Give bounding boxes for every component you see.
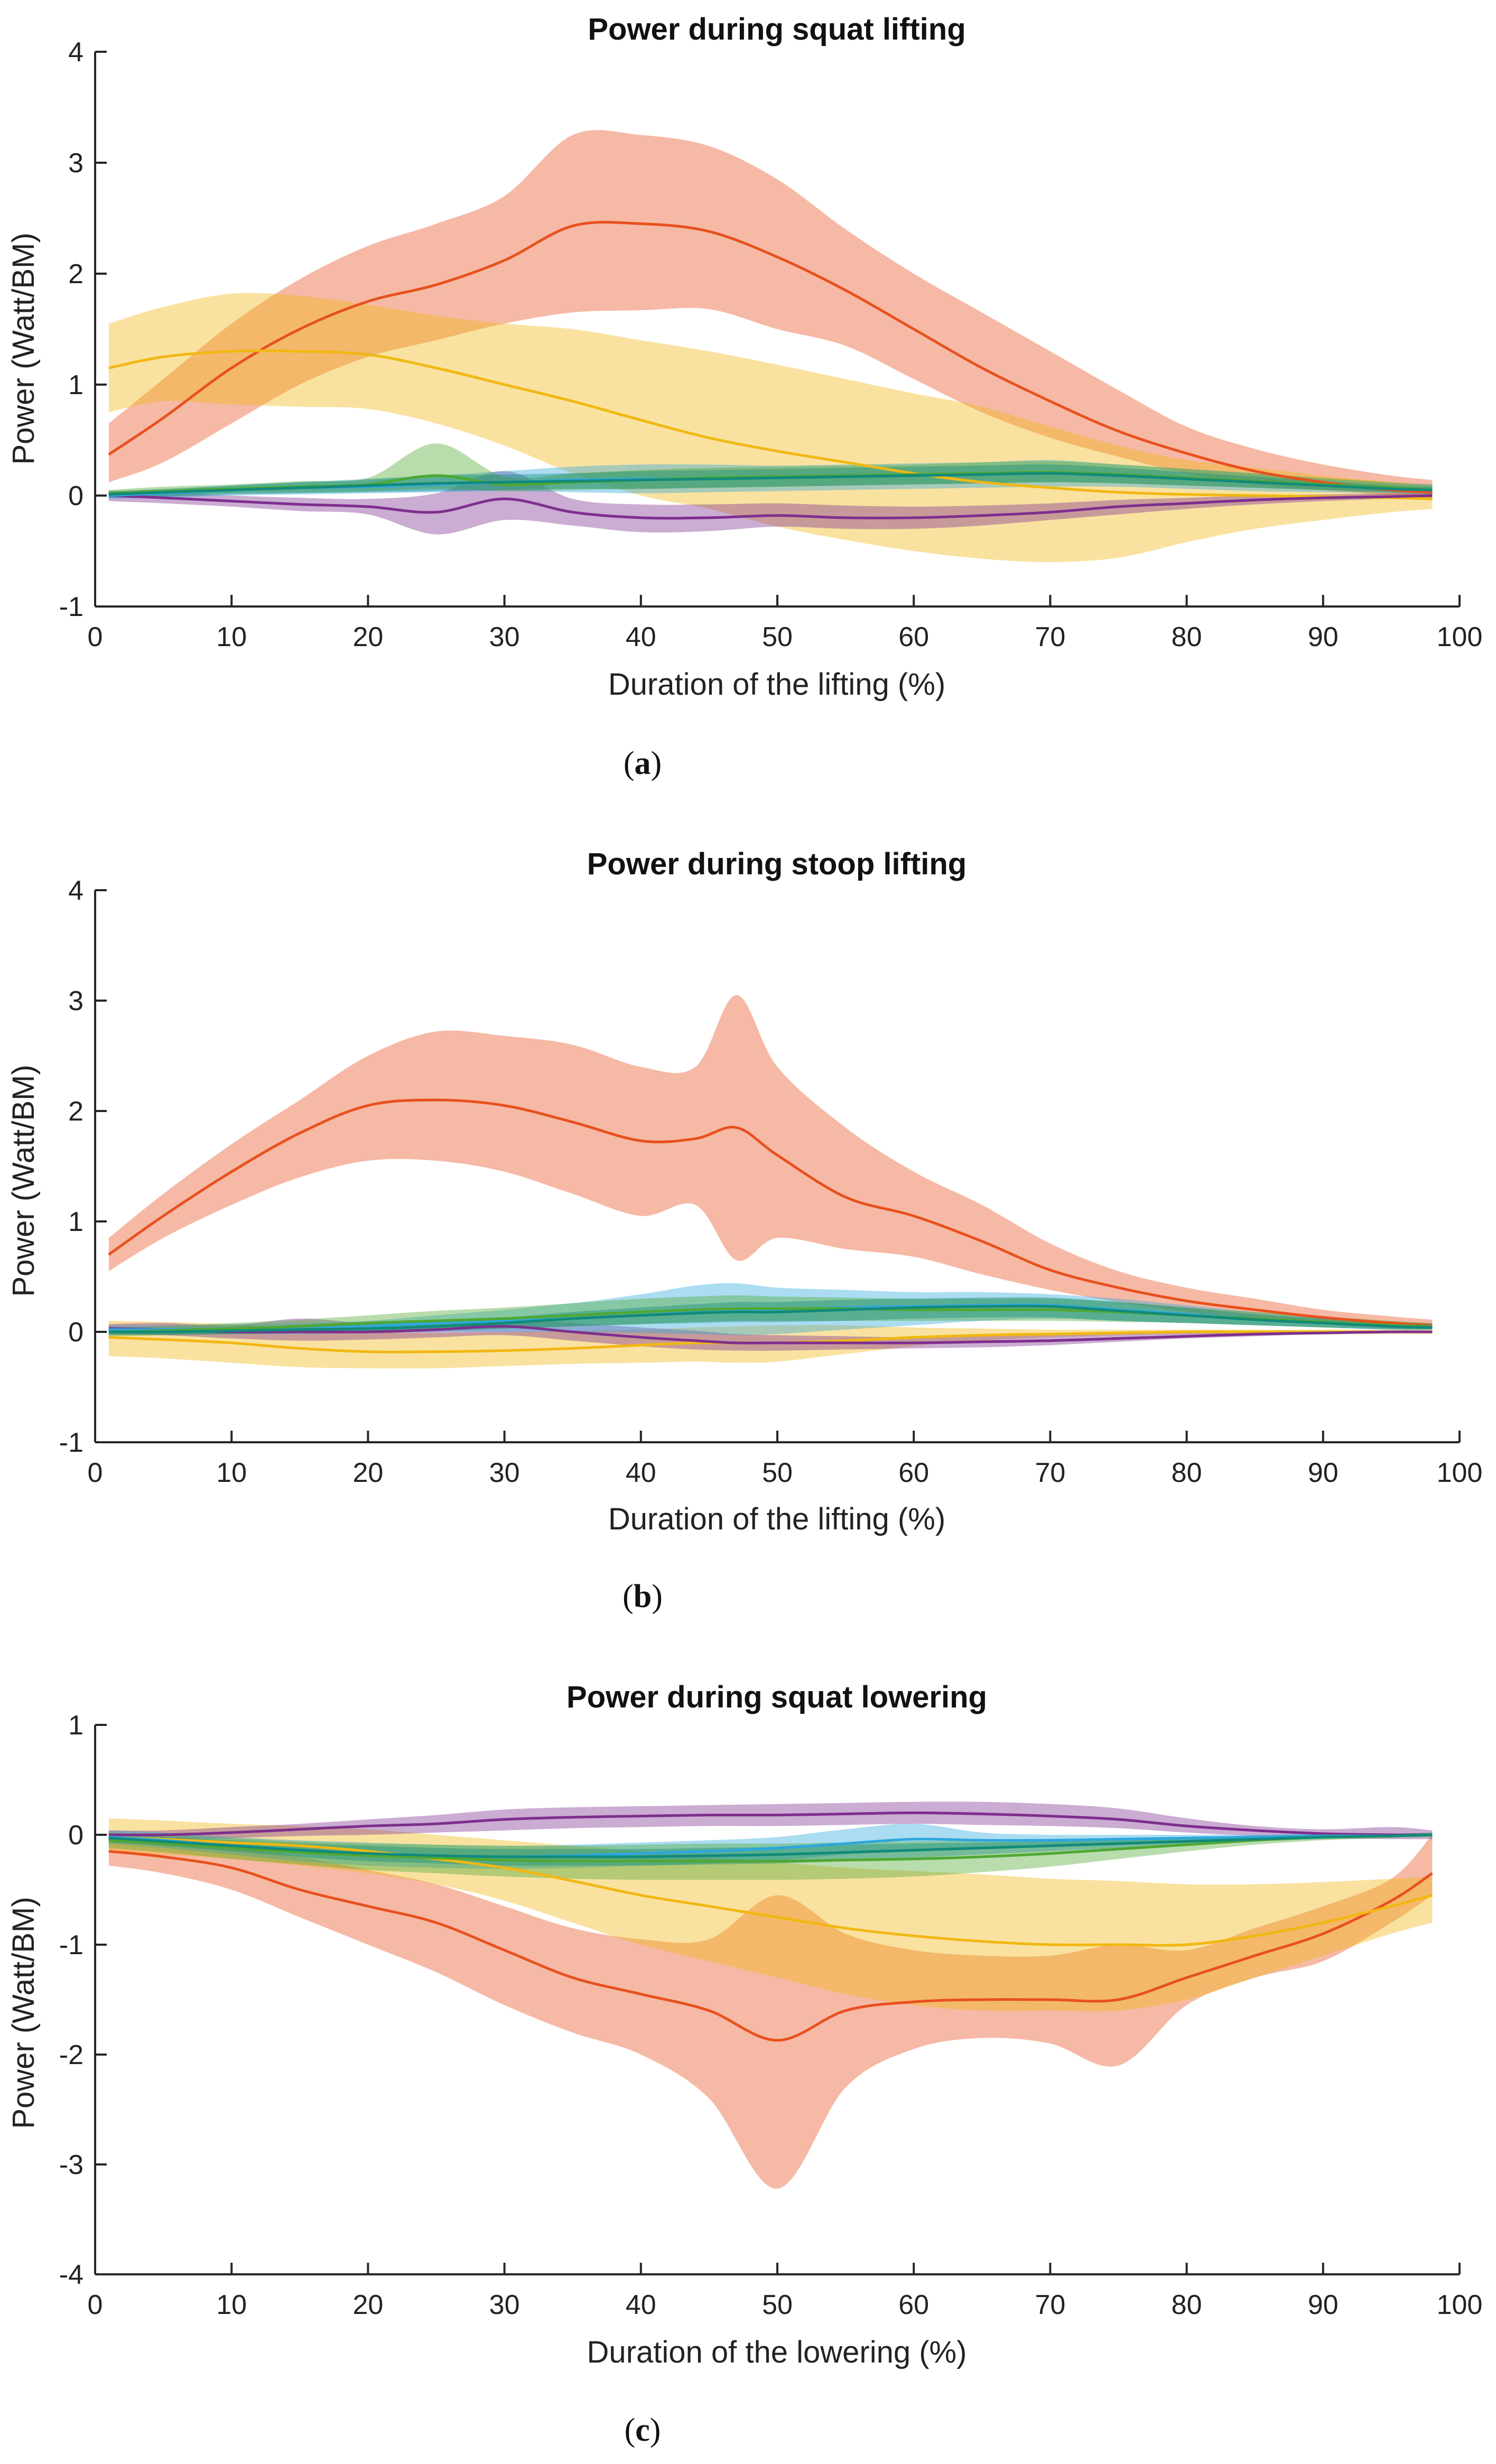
y-tick-label: 1 xyxy=(68,1710,83,1741)
band-purple xyxy=(108,1802,1433,1840)
y-tick-label: 0 xyxy=(68,1820,83,1851)
chart-title: Power during stoop lifting xyxy=(587,847,967,881)
y-tick-label: 4 xyxy=(68,875,83,906)
panel-caption: (c) xyxy=(625,2412,661,2448)
x-tick-label: 90 xyxy=(1308,622,1339,652)
series-line-red xyxy=(108,1850,1433,2042)
x-tick-label: 80 xyxy=(1172,1458,1202,1488)
y-tick-label: 2 xyxy=(68,1096,83,1127)
x-tick-label: 30 xyxy=(489,1458,520,1488)
y-tick-label: -2 xyxy=(59,2040,83,2070)
y-tick-label: -3 xyxy=(59,2150,83,2180)
x-tick-label: 10 xyxy=(216,1458,247,1488)
x-tick-label: 0 xyxy=(88,1458,103,1488)
y-tick-label: -4 xyxy=(59,2260,83,2290)
band-purple xyxy=(108,471,1433,535)
x-tick-label: 20 xyxy=(352,2290,383,2320)
x-axis-label: Duration of the lowering (%) xyxy=(587,2335,967,2369)
x-tick-label: 70 xyxy=(1035,1458,1065,1488)
y-tick-label: 4 xyxy=(68,37,83,68)
chart-panel-c: Power during squat lowering 0 10 20 30 40 50 6… xyxy=(6,1680,1482,2448)
x-tick-label: 60 xyxy=(898,2290,929,2320)
x-tick-label: 70 xyxy=(1035,622,1065,652)
y-tick-label: 3 xyxy=(68,986,83,1016)
y-tick-label: 0 xyxy=(68,481,83,511)
x-tick-label: 100 xyxy=(1437,1458,1483,1488)
series-line-teal xyxy=(108,1304,1433,1333)
panel-caption: (a) xyxy=(624,745,662,781)
band-red xyxy=(108,130,1433,499)
x-tick-label: 80 xyxy=(1172,2290,1202,2320)
band-red xyxy=(108,995,1433,1330)
chart-title: Power during squat lifting xyxy=(588,12,965,46)
x-axis-label: Duration of the lifting (%) xyxy=(608,1502,945,1536)
x-tick-label: 40 xyxy=(626,2290,656,2320)
chart-panel-b: Power during stoop lifting 0 10 20 30 40 50 60… xyxy=(6,847,1482,1614)
series-line-yellow xyxy=(108,349,1433,500)
x-tick-label: 70 xyxy=(1035,2290,1065,2320)
series-line-teal xyxy=(108,472,1433,496)
series-line-red xyxy=(108,1098,1433,1327)
x-tick-label: 80 xyxy=(1172,622,1202,652)
x-tick-label: 0 xyxy=(88,2290,103,2320)
y-tick-label: -1 xyxy=(59,592,83,622)
y-axis-label: Power (Watt/BM) xyxy=(6,1897,41,2129)
x-tick-label: 30 xyxy=(489,2290,520,2320)
chart-panel-a: Power during squat lifting 0 10 20 30 40 50 60… xyxy=(6,12,1482,781)
y-tick-label: -1 xyxy=(59,1930,83,1961)
y-tick-label: 1 xyxy=(68,370,83,400)
y-tick-label: 2 xyxy=(68,259,83,290)
x-tick-label: 40 xyxy=(626,1458,656,1488)
plot-area: 0 10 20 30 40 50 60 70 80 90 100 -4 -3 -2 -1 0 1 xyxy=(59,1710,1483,2320)
x-axis-label: Duration of the lifting (%) xyxy=(608,667,945,702)
band-yellow xyxy=(108,293,1433,563)
series-line-yellow xyxy=(108,1835,1433,1947)
x-tick-label: 20 xyxy=(352,622,383,652)
x-tick-label: 100 xyxy=(1437,622,1483,652)
x-tick-label: 30 xyxy=(489,622,520,652)
x-tick-label: 10 xyxy=(216,2290,247,2320)
x-tick-label: 100 xyxy=(1437,2290,1483,2320)
x-tick-label: 90 xyxy=(1308,1458,1339,1488)
chart-title: Power during squat lowering xyxy=(566,1680,987,1714)
series-line-green xyxy=(108,1833,1433,1863)
x-tick-label: 0 xyxy=(88,622,103,652)
y-tick-label: 1 xyxy=(68,1207,83,1237)
x-tick-label: 90 xyxy=(1308,2290,1339,2320)
series-line-teal xyxy=(108,1833,1433,1859)
x-tick-label: 10 xyxy=(216,622,247,652)
series-line-purple xyxy=(108,494,1433,520)
series-line-purple xyxy=(108,1325,1433,1345)
band-blue xyxy=(108,460,1433,499)
x-tick-label: 50 xyxy=(762,1458,793,1488)
x-tick-label: 40 xyxy=(626,622,656,652)
series-line-red xyxy=(108,221,1433,494)
y-axis-label: Power (Watt/BM) xyxy=(6,1065,41,1296)
y-axis-label: Power (Watt/BM) xyxy=(6,232,41,464)
y-tick-label: 0 xyxy=(68,1317,83,1348)
y-tick-label: -1 xyxy=(59,1427,83,1458)
x-tick-label: 60 xyxy=(898,622,929,652)
series-line-purple xyxy=(108,1811,1433,1836)
panel-caption: (b) xyxy=(622,1579,663,1614)
x-tick-label: 50 xyxy=(762,622,793,652)
x-tick-label: 60 xyxy=(898,1458,929,1488)
y-tick-label: 3 xyxy=(68,148,83,179)
x-tick-label: 20 xyxy=(352,1458,383,1488)
x-tick-label: 50 xyxy=(762,2290,793,2320)
